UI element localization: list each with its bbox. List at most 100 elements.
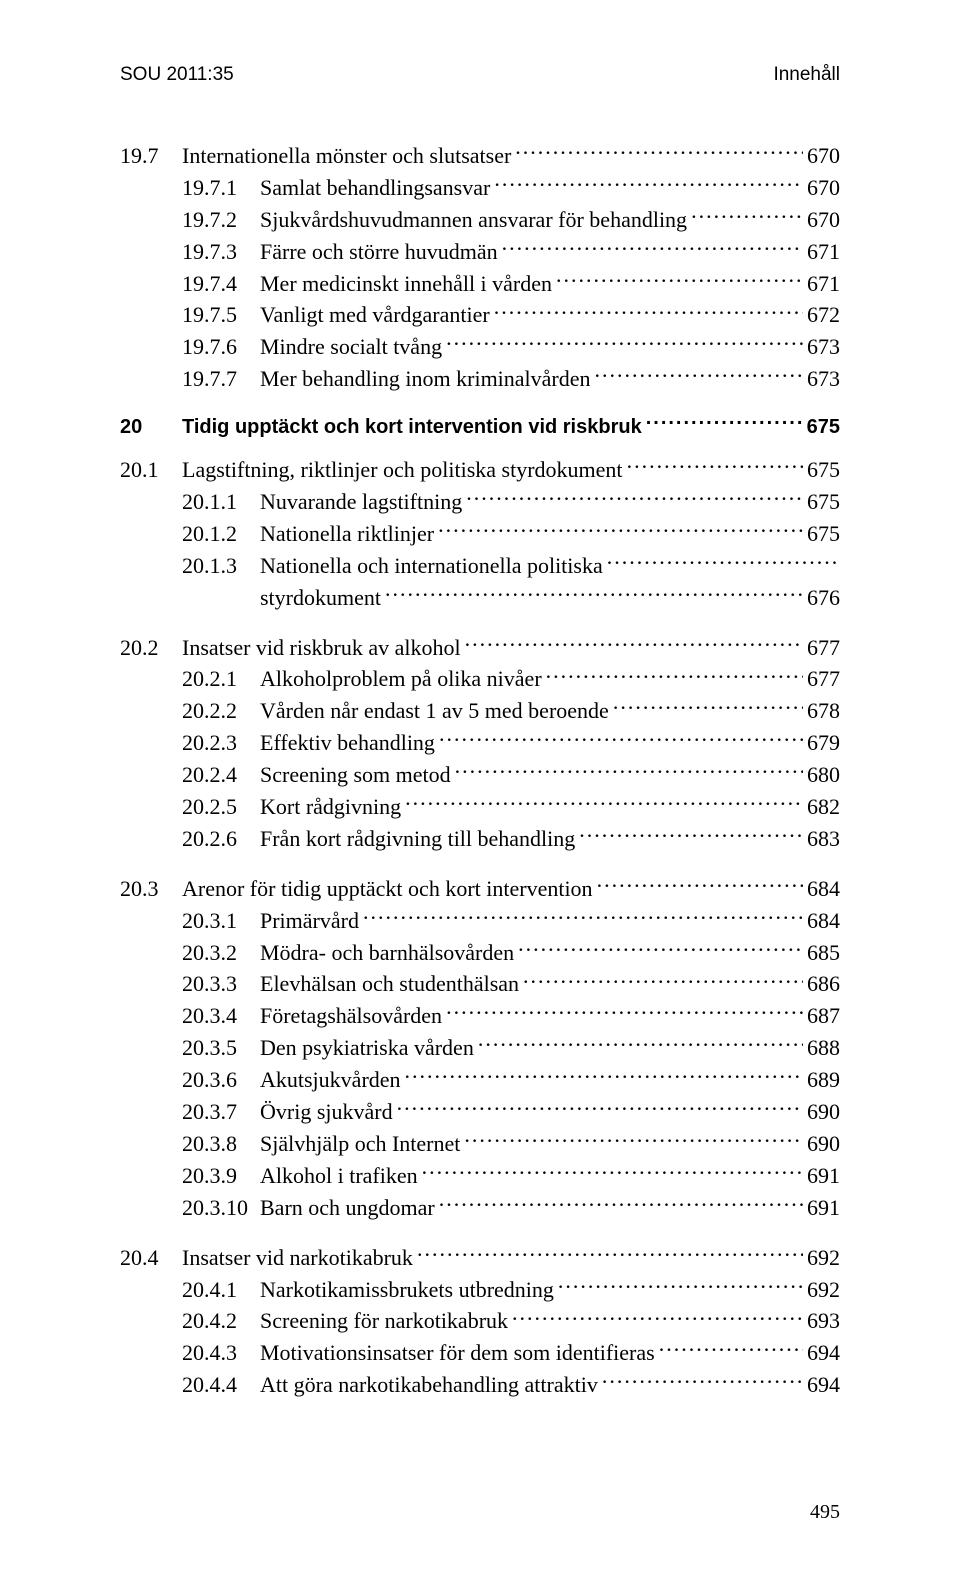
- toc-page: 682: [807, 791, 840, 823]
- toc-page: 673: [807, 363, 840, 395]
- toc-entry: 19.7.5 Vanligt med vårdgarantier 672: [120, 299, 840, 331]
- toc-page: 671: [807, 236, 840, 268]
- toc-label: Nuvarande lagstiftning: [260, 486, 462, 518]
- toc-leader: [602, 1370, 803, 1392]
- toc-entry: 19.7.1 Samlat behandlingsansvar 670: [120, 172, 840, 204]
- toc-leader: [595, 364, 803, 386]
- toc-label: Att göra narkotikabehandling attraktiv: [260, 1369, 598, 1401]
- toc-entry: 20.3.1 Primärvård 684: [120, 905, 840, 937]
- toc-entry: 20.3.8 Självhjälp och Internet 690: [120, 1128, 840, 1160]
- toc-label: Alkohol i trafiken: [260, 1160, 418, 1192]
- toc-entry: 20.3 Arenor för tidig upptäckt och kort …: [120, 873, 840, 905]
- toc-entry: 20.4.4 Att göra narkotikabehandling attr…: [120, 1369, 840, 1401]
- toc-page: 676: [807, 582, 840, 614]
- toc-number: 20.3.6: [182, 1064, 260, 1096]
- toc-number: 20.3: [120, 873, 182, 905]
- toc-page: 670: [807, 140, 840, 172]
- toc-entry: 20 Tidig upptäckt och kort intervention …: [120, 413, 840, 442]
- toc-chapter: 20 Tidig upptäckt och kort intervention …: [120, 413, 840, 442]
- toc-page: 684: [807, 873, 840, 905]
- toc-entry: 20.2.2 Vården når endast 1 av 5 med bero…: [120, 695, 840, 727]
- toc-label: Lagstiftning, riktlinjer och politiska s…: [182, 454, 623, 486]
- toc-label: Mödra- och barnhälsovården: [260, 937, 514, 969]
- toc-section: 20.3 Arenor för tidig upptäckt och kort …: [120, 873, 840, 1224]
- toc-number: 19.7.4: [182, 268, 260, 300]
- toc-label: Tidig upptäckt och kort intervention vid…: [182, 413, 642, 442]
- toc-leader: [439, 728, 803, 750]
- toc-entry: 20.1.3 Nationella och internationella po…: [120, 550, 840, 582]
- page-number: 495: [810, 1501, 840, 1524]
- toc-number: 20.1.2: [182, 518, 260, 550]
- toc-label: Narkotikamissbrukets utbredning: [260, 1274, 554, 1306]
- toc-number: 19.7.6: [182, 331, 260, 363]
- toc-leader: [439, 1193, 803, 1215]
- toc-label: Elevhälsan och studenthälsan: [260, 968, 519, 1000]
- toc-number: 20.2.4: [182, 759, 260, 791]
- toc-entry: 20.2 Insatser vid riskbruk av alkohol 67…: [120, 632, 840, 664]
- toc-number: 19.7: [120, 140, 182, 172]
- toc-label: Screening för narkotikabruk: [260, 1305, 508, 1337]
- toc-number: 20.1.3: [182, 550, 260, 582]
- toc-leader: [405, 792, 803, 814]
- toc-page: 677: [807, 632, 840, 664]
- toc-label: Internationella mönster och slutsatser: [182, 140, 511, 172]
- toc-page: 670: [807, 204, 840, 236]
- toc-page: 694: [807, 1369, 840, 1401]
- toc-number: 19.7.2: [182, 204, 260, 236]
- toc-page: 693: [807, 1305, 840, 1337]
- toc-label: Screening som metod: [260, 759, 451, 791]
- toc-page: 686: [807, 968, 840, 1000]
- toc-number: 20.2.1: [182, 663, 260, 695]
- toc-number: 19.7.5: [182, 299, 260, 331]
- toc-label: Kort rådgivning: [260, 791, 401, 823]
- table-of-contents: 19.7 Internationella mönster och slutsat…: [120, 140, 840, 1401]
- toc-page: 678: [807, 695, 840, 727]
- toc-entry: 20.2.1 Alkoholproblem på olika nivåer 67…: [120, 663, 840, 695]
- toc-entry: 19.7 Internationella mönster och slutsat…: [120, 140, 840, 172]
- toc-number: 20.4: [120, 1242, 182, 1274]
- toc-entry: 19.7.2 Sjukvårdshuvudmannen ansvarar för…: [120, 204, 840, 236]
- toc-leader: [397, 1097, 803, 1119]
- toc-page: 690: [807, 1128, 840, 1160]
- document-page: SOU 2011:35 Innehåll 19.7 Internationell…: [0, 0, 960, 1578]
- header-right: Innehåll: [773, 64, 840, 86]
- toc-page: 692: [807, 1274, 840, 1306]
- toc-label: Den psykiatriska vården: [260, 1032, 474, 1064]
- toc-number: 20: [120, 413, 182, 442]
- toc-entry: 20.3.5 Den psykiatriska vården 688: [120, 1032, 840, 1064]
- toc-section: 20.4 Insatser vid narkotikabruk 692 20.4…: [120, 1242, 840, 1401]
- toc-entry: 20.4.1 Narkotikamissbrukets utbredning 6…: [120, 1274, 840, 1306]
- toc-page: 694: [807, 1337, 840, 1369]
- toc-label: Alkoholproblem på olika nivåer: [260, 663, 542, 695]
- toc-number: 20.1.1: [182, 486, 260, 518]
- toc-section: 20.2 Insatser vid riskbruk av alkohol 67…: [120, 632, 840, 855]
- toc-leader: [385, 583, 803, 605]
- toc-number: 20.4.1: [182, 1274, 260, 1306]
- toc-leader: [466, 487, 803, 509]
- toc-entry: 20.3.9 Alkohol i trafiken 691: [120, 1160, 840, 1192]
- toc-leader: [646, 413, 803, 433]
- toc-leader: [417, 1243, 803, 1265]
- toc-number: 20.3.1: [182, 905, 260, 937]
- toc-label: Övrig sjukvård: [260, 1096, 393, 1128]
- toc-label: styrdokument: [120, 582, 381, 614]
- toc-page: 691: [807, 1192, 840, 1224]
- toc-leader: [523, 969, 803, 991]
- toc-leader: [464, 1129, 803, 1151]
- toc-leader: [558, 1275, 803, 1297]
- toc-entry: 20.3.3 Elevhälsan och studenthälsan 686: [120, 968, 840, 1000]
- toc-page: 684: [807, 905, 840, 937]
- toc-label: Samlat behandlingsansvar: [260, 172, 490, 204]
- toc-number: 20.4.2: [182, 1305, 260, 1337]
- toc-page: 672: [807, 299, 840, 331]
- toc-label: Mer behandling inom kriminalvården: [260, 363, 591, 395]
- toc-entry: 20.3.6 Akutsjukvården 689: [120, 1064, 840, 1096]
- toc-number: 20.2.2: [182, 695, 260, 727]
- toc-page: 675: [807, 518, 840, 550]
- toc-page: 691: [807, 1160, 840, 1192]
- toc-number: 20.3.5: [182, 1032, 260, 1064]
- toc-leader: [546, 664, 803, 686]
- toc-entry: 20.4.2 Screening för narkotikabruk 693: [120, 1305, 840, 1337]
- toc-page: 683: [807, 823, 840, 855]
- toc-entry: 20.4 Insatser vid narkotikabruk 692: [120, 1242, 840, 1274]
